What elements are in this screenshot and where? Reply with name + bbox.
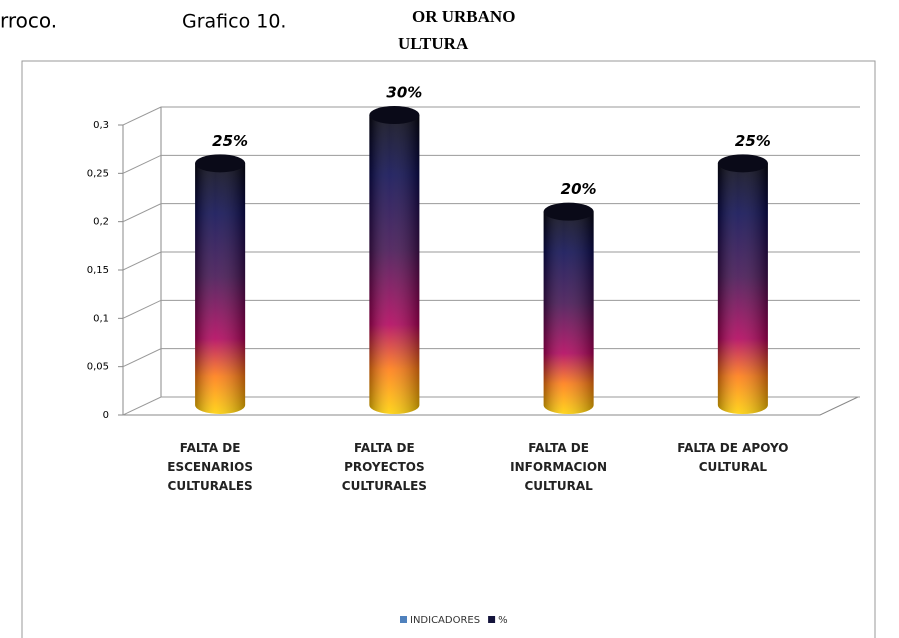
y-tick-label: 0,1: [93, 313, 109, 324]
bar: [543, 202, 594, 414]
chart-frame: [21, 60, 876, 638]
bar-top: [369, 106, 420, 124]
title-line: ULTURA: [398, 34, 469, 53]
x-tick-label: FALTA DE ESCENARIOS CULTURALES: [167, 441, 253, 493]
bar: [195, 154, 246, 414]
grid-line: [122, 348, 860, 368]
grid-line: [122, 106, 860, 126]
grid-line: [122, 154, 860, 174]
bar-top: [543, 202, 594, 221]
value-label: 20%: [561, 180, 597, 198]
bar-top: [195, 154, 246, 173]
bar-shade: [195, 163, 246, 414]
header-left: rroco.: [0, 9, 57, 33]
grid-line: [122, 299, 860, 319]
bar: [369, 106, 420, 414]
legend-label: INDICADORES: [410, 615, 480, 626]
x-tick-label: FALTA DE PROYECTOS CULTURALES: [342, 441, 427, 493]
value-label: 30%: [386, 84, 422, 102]
bar-top: [717, 154, 768, 173]
legend-label: %: [498, 615, 508, 626]
x-tick-label: FALTA DE APOYO CULTURAL: [677, 441, 788, 474]
bar-shade: [543, 211, 594, 414]
value-label: 25%: [735, 132, 771, 150]
floor: [123, 396, 859, 416]
grid-line: [122, 396, 860, 416]
x-tick-label: FALTA DE INFORMACION CULTURAL: [510, 441, 607, 493]
legend-swatch: [488, 616, 496, 623]
y-tick-label: 0,25: [87, 168, 109, 179]
title-line: OR URBANO: [412, 7, 515, 26]
grid-line: [122, 251, 860, 271]
y-tick-label: 0,2: [93, 217, 109, 228]
legend-swatch: [400, 616, 407, 623]
y-tick-label: 0,3: [93, 120, 109, 131]
caption: Grafico 10.: [182, 11, 286, 33]
bar-shade: [369, 115, 420, 414]
y-tick-label: 0,05: [87, 362, 109, 373]
y-tick-label: 0: [103, 410, 109, 421]
y-tick-label: 0,15: [87, 265, 109, 276]
bar: [717, 154, 768, 414]
grid-line: [122, 203, 860, 223]
value-label: 25%: [212, 132, 248, 150]
bar-shade: [717, 163, 768, 414]
